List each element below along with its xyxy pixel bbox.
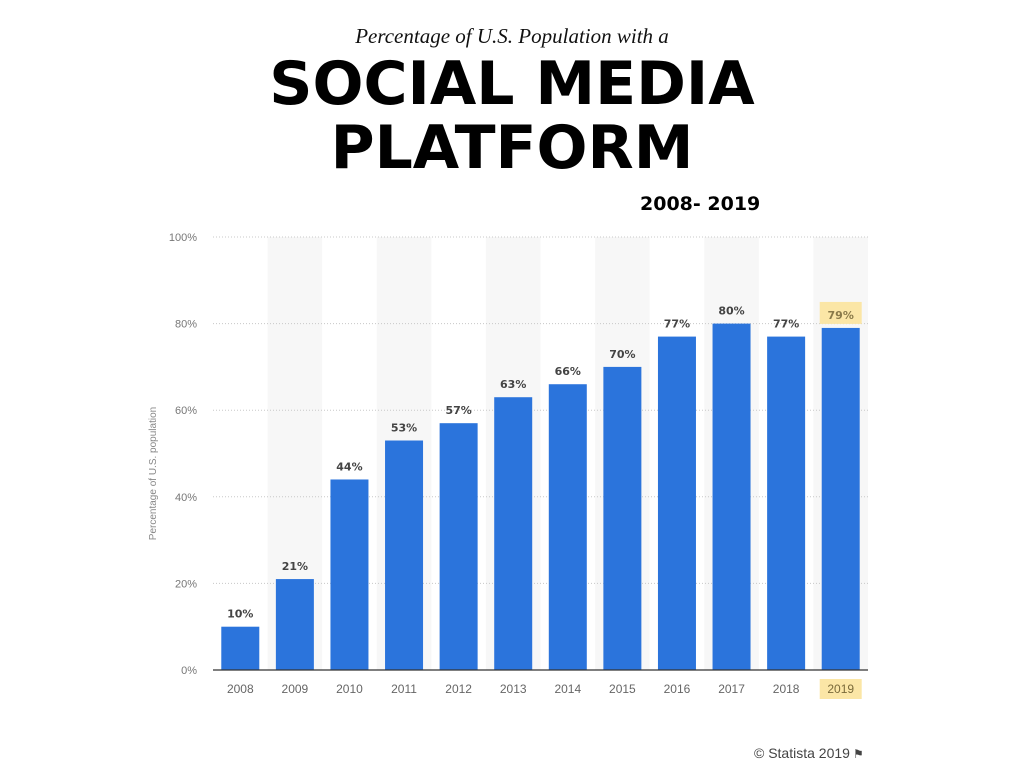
bar — [712, 323, 751, 670]
x-tick-label: 2012 — [445, 682, 472, 696]
headline-line-2: PLATFORM — [330, 113, 694, 183]
bar-value-label: 57% — [445, 404, 471, 417]
bar — [439, 423, 478, 670]
year-range: 2008- 2019 — [640, 193, 761, 215]
bar-value-label: 79% — [828, 309, 854, 322]
y-tick-label: 80% — [175, 319, 197, 331]
bar-value-label: 53% — [391, 422, 417, 435]
x-tick-label: 2018 — [773, 682, 800, 696]
x-tick-label: 2010 — [336, 682, 363, 696]
bar — [767, 336, 806, 670]
bar-value-label: 10% — [227, 608, 253, 621]
bar — [385, 440, 424, 670]
bar-value-label: 63% — [500, 378, 526, 391]
chart-headline: SOCIAL MEDIA PLATFORM — [0, 52, 1024, 180]
bar — [548, 384, 587, 670]
y-tick-label: 60% — [175, 405, 197, 417]
bar-value-label: 77% — [773, 318, 799, 331]
chart-subtitle: Percentage of U.S. Population with a — [355, 24, 669, 48]
x-tick-label: 2009 — [282, 682, 309, 696]
bar — [494, 397, 533, 670]
source-credit: © Statista 2019 ⚑ — [754, 745, 864, 761]
bar — [275, 579, 314, 670]
bar-value-label: 70% — [609, 348, 635, 361]
headline-line-1: SOCIAL MEDIA — [269, 49, 755, 119]
category-label-highlight — [819, 679, 862, 699]
bar-value-label: 66% — [555, 365, 581, 378]
bar-value-label: 44% — [336, 460, 362, 473]
x-tick-label: 2017 — [718, 682, 745, 696]
bar — [657, 336, 696, 670]
bar — [821, 327, 860, 670]
y-axis-label: Percentage of U.S. population — [148, 407, 159, 540]
x-tick-label: 2008 — [227, 682, 254, 696]
credit-text: © Statista 2019 — [754, 745, 850, 761]
bar-value-label: 77% — [664, 318, 690, 331]
x-tick-label: 2011 — [391, 682, 417, 696]
bar-value-label: 21% — [282, 560, 308, 573]
x-tick-label: 2014 — [554, 682, 581, 696]
bar — [221, 626, 260, 670]
bar-value-label: 80% — [718, 305, 744, 318]
x-tick-label: 2016 — [664, 682, 691, 696]
y-tick-label: 100% — [169, 232, 197, 244]
value-label-highlight — [819, 301, 862, 324]
x-tick-label: 2015 — [609, 682, 636, 696]
y-tick-label: 20% — [175, 578, 197, 590]
flag-icon: ⚑ — [852, 747, 864, 761]
y-tick-label: 40% — [175, 492, 197, 504]
x-tick-label: 2013 — [500, 682, 527, 696]
bar — [603, 366, 642, 670]
bar — [330, 479, 369, 670]
x-tick-label: 2019 — [827, 682, 854, 696]
y-tick-label: 0% — [181, 665, 197, 677]
